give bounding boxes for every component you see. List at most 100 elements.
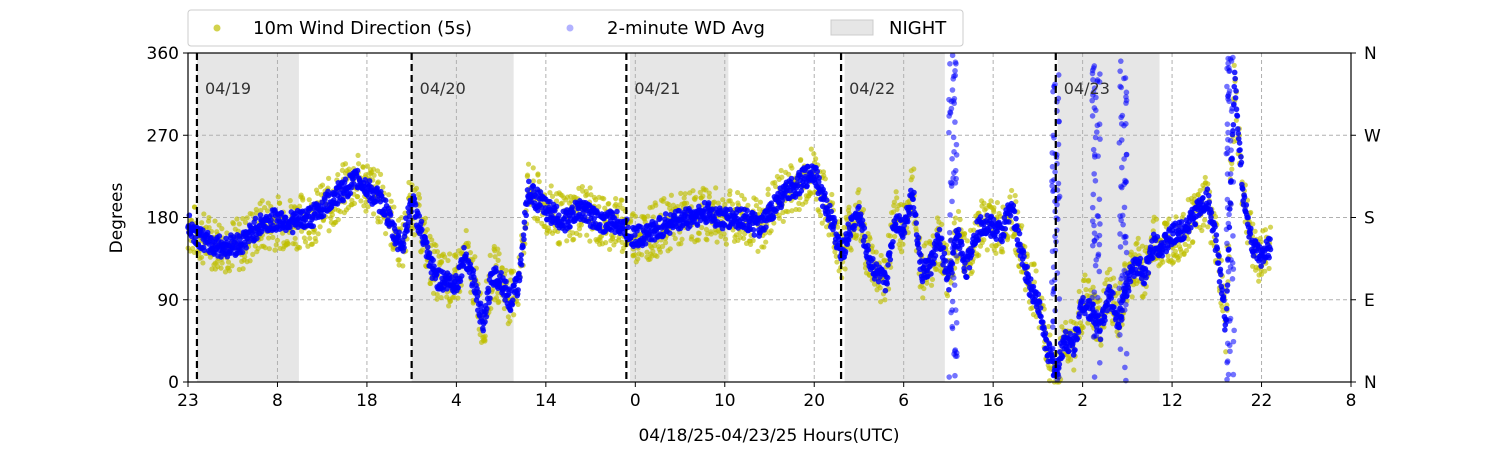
avg-point-363 <box>347 190 354 197</box>
avg-point-2157 <box>1150 255 1156 261</box>
avg-point-1824 <box>1001 232 1007 239</box>
wind-point-1926 <box>1219 303 1225 310</box>
wind-point-998 <box>721 231 727 237</box>
wind-point-1732 <box>1115 290 1121 296</box>
wind-point-966 <box>704 237 710 243</box>
wind-point-212 <box>299 228 305 234</box>
wind-point-1518 <box>1000 249 1006 255</box>
avg-point-1962 <box>1062 328 1069 335</box>
wind-point-463 <box>434 296 440 302</box>
burst-2-point-59 <box>1093 94 1099 101</box>
wind-point-319 <box>355 161 362 167</box>
wind-point-473 <box>438 259 445 265</box>
wind-point-1009 <box>727 192 733 198</box>
wind-point-336 <box>365 204 371 210</box>
wind-point-1465 <box>971 227 977 233</box>
avg-point-751 <box>521 236 527 243</box>
avg-point-1520 <box>865 242 871 249</box>
avg-point-1926 <box>1046 341 1053 348</box>
burst-0-point-15 <box>948 258 954 264</box>
wind-point-426 <box>413 185 420 191</box>
wind-point-375 <box>386 192 392 198</box>
avg-point-668 <box>484 305 490 312</box>
wind-point-1210 <box>834 259 840 265</box>
burst-0-point-51 <box>953 141 960 148</box>
avg-point-1569 <box>887 250 893 256</box>
burst-3-point-59 <box>1119 184 1125 191</box>
burst-0-point-41 <box>947 179 954 186</box>
avg-point-1701 <box>946 286 952 293</box>
avg-point-2344 <box>1233 106 1240 113</box>
x-tick-label-4: 14 <box>535 391 557 411</box>
wind-point-601 <box>507 318 513 324</box>
avg-point-2050 <box>1102 317 1108 324</box>
avg-point-1371 <box>798 188 805 194</box>
wind-point-1782 <box>1142 291 1148 297</box>
wind-point-2001 <box>1258 271 1265 277</box>
wind-point-1885 <box>1197 187 1203 194</box>
x-tick-label-0: 23 <box>177 391 199 411</box>
wind-point-839 <box>635 256 641 262</box>
avg-point-2370 <box>1245 214 1251 221</box>
avg-point-675 <box>487 295 493 302</box>
wind-point-574 <box>493 295 500 301</box>
wind-point-1757 <box>1128 249 1134 255</box>
wind-point-1490 <box>984 247 990 253</box>
avg-point-2242 <box>1188 224 1194 231</box>
wind-point-698 <box>559 200 565 206</box>
avg-point-1264 <box>750 227 757 233</box>
avg-point-2309 <box>1218 271 1224 278</box>
avg-point-1565 <box>885 262 891 268</box>
wind-point-162 <box>272 247 278 253</box>
wind-point-485 <box>445 257 451 264</box>
wind-point-135 <box>258 207 264 214</box>
wind-point-1824 <box>1164 220 1170 226</box>
avg-point-2347 <box>1235 126 1241 132</box>
wind-point-744 <box>584 232 590 238</box>
burst-4-point-19 <box>1224 240 1230 247</box>
burst-2-point-50 <box>1095 213 1101 220</box>
burst-0-point-42 <box>947 212 953 218</box>
burst-3-point-52 <box>1118 58 1124 64</box>
wind-point-488 <box>447 251 453 257</box>
wind-point-1318 <box>893 189 899 195</box>
avg-point-1634 <box>916 245 922 252</box>
wind-point-1316 <box>891 203 897 209</box>
avg-point-105 <box>232 236 238 242</box>
avg-point-859 <box>569 204 576 210</box>
wind-point-985 <box>714 239 720 245</box>
burst-2-point-52 <box>1092 134 1099 141</box>
wind-point-1250 <box>856 199 862 206</box>
avg-point-2191 <box>1165 245 1171 251</box>
wind-point-1893 <box>1202 217 1208 223</box>
avg-point-1851 <box>1013 215 1019 222</box>
avg-point-1972 <box>1067 330 1073 337</box>
x-tick-label-13: 8 <box>1346 391 1357 411</box>
wind-point-1059 <box>753 202 759 209</box>
avg-point-908 <box>591 215 597 222</box>
avg-point-2298 <box>1213 237 1219 244</box>
avg-point-2376 <box>1248 225 1254 232</box>
avg-point-1570 <box>887 256 894 263</box>
avg-point-1266 <box>751 232 758 238</box>
avg-point-228 <box>287 224 293 231</box>
avg-point-2343 <box>1233 88 1239 94</box>
wind-point-1319 <box>894 195 900 201</box>
wind-point-1817 <box>1160 259 1166 265</box>
wind-point-1330 <box>899 249 905 255</box>
burst-3-point-1 <box>1121 204 1128 211</box>
avg-point-861 <box>570 209 576 215</box>
avg-point-70 <box>216 233 223 239</box>
burst-3-point-54 <box>1117 346 1124 352</box>
burst-0-point-56 <box>952 72 959 79</box>
avg-point-2339 <box>1231 83 1238 90</box>
wind-point-394 <box>396 257 402 263</box>
wind-point-927 <box>682 191 688 197</box>
wind-point-1506 <box>993 250 999 256</box>
avg-point-1598 <box>899 234 906 240</box>
burst-1-point-51 <box>1055 374 1062 380</box>
wind-point-1717 <box>1107 266 1113 272</box>
wind-point-1251 <box>856 187 862 193</box>
burst-0-point-43 <box>948 98 955 105</box>
